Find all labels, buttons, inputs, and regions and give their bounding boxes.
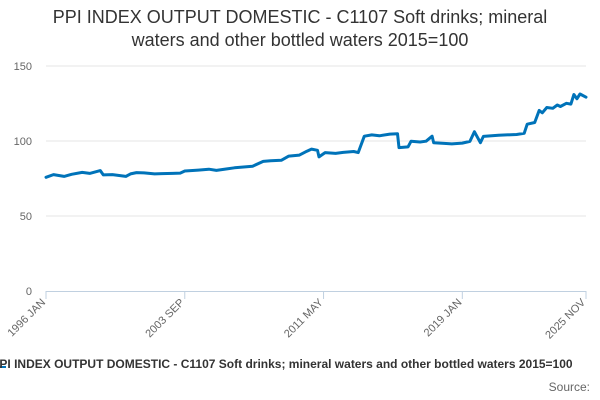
source-label: Source: (548, 380, 590, 394)
chart-title: PPI INDEX OUTPUT DOMESTIC - C1107 Soft d… (0, 6, 600, 52)
x-tick-label: 2019 JAN (422, 297, 465, 340)
x-tick-label: 2011 MAY (282, 296, 326, 340)
y-tick-label: 100 (14, 136, 32, 148)
y-tick-label: 50 (20, 211, 32, 223)
chart-title-line-2: waters and other bottled waters 2015=100 (131, 30, 469, 50)
y-tick-label: 150 (14, 61, 32, 73)
x-tick-label: 2003 SEP (143, 297, 187, 341)
x-tick-label: 2025 NOV (543, 296, 588, 341)
chart-title-line-1: PPI INDEX OUTPUT DOMESTIC - C1107 Soft d… (52, 7, 548, 27)
x-tick-label: 1996 JAN (5, 297, 48, 340)
legend-item-label[interactable]: PPI INDEX OUTPUT DOMESTIC - C1107 Soft d… (0, 357, 573, 371)
series-line (44, 92, 588, 179)
legend[interactable]: PPI INDEX OUTPUT DOMESTIC - C1107 Soft d… (0, 357, 600, 371)
y-tick-label: 0 (26, 286, 32, 298)
